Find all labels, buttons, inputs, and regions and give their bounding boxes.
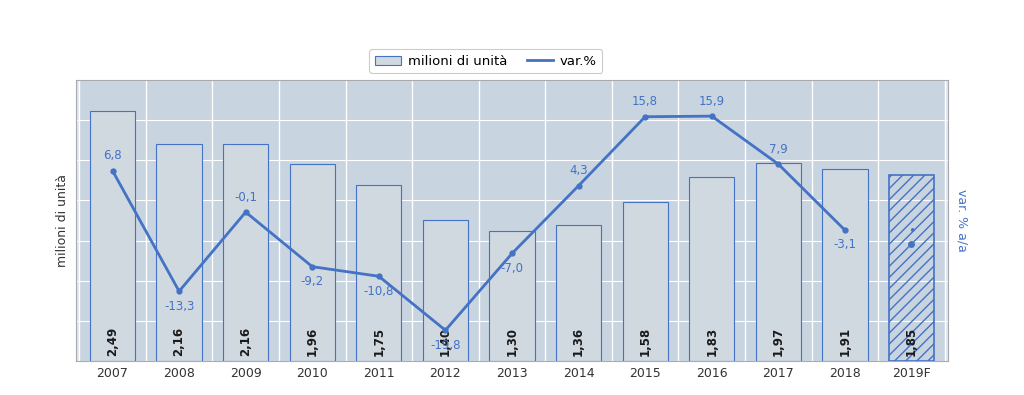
Bar — [889, 175, 934, 361]
Legend: milioni di unità, var.%: milioni di unità, var.% — [370, 49, 602, 73]
Text: 2,49: 2,49 — [106, 327, 119, 356]
Text: •: • — [908, 224, 915, 237]
Text: 1,83: 1,83 — [706, 327, 718, 356]
Bar — [822, 169, 867, 361]
Text: 7,9: 7,9 — [769, 143, 787, 156]
Text: -3,1: -3,1 — [834, 239, 856, 252]
Text: 1,40: 1,40 — [439, 327, 452, 356]
Text: -0,1: -0,1 — [234, 191, 257, 204]
Bar — [356, 185, 401, 361]
Text: 1,96: 1,96 — [306, 327, 318, 356]
Text: 15,9: 15,9 — [698, 95, 725, 108]
Text: 6,8: 6,8 — [103, 149, 122, 162]
Bar — [489, 231, 535, 361]
Text: 1,85: 1,85 — [905, 327, 918, 356]
Bar — [556, 224, 601, 361]
Text: 1,91: 1,91 — [839, 327, 851, 356]
Bar — [423, 220, 468, 361]
Bar — [290, 164, 335, 361]
Text: -7,0: -7,0 — [501, 262, 523, 275]
Text: -13,3: -13,3 — [164, 299, 195, 312]
Bar — [756, 163, 801, 361]
Text: 1,97: 1,97 — [772, 327, 784, 356]
Text: 1,75: 1,75 — [373, 327, 385, 356]
Text: 4,3: 4,3 — [569, 164, 588, 177]
Text: 1,58: 1,58 — [639, 327, 651, 356]
Bar — [90, 111, 135, 361]
Text: -10,8: -10,8 — [364, 285, 394, 297]
Bar — [689, 177, 734, 361]
Y-axis label: var. % a/a: var. % a/a — [955, 189, 968, 252]
Text: 1,30: 1,30 — [506, 327, 518, 356]
Text: -19,8: -19,8 — [430, 339, 461, 352]
Text: 2,16: 2,16 — [240, 327, 252, 356]
Bar — [157, 144, 202, 361]
Text: 2,16: 2,16 — [173, 327, 185, 356]
Text: -9,2: -9,2 — [301, 275, 324, 288]
Text: 15,8: 15,8 — [632, 96, 658, 108]
Y-axis label: milioni di unità: milioni di unità — [56, 174, 69, 267]
Text: 1,36: 1,36 — [572, 327, 585, 356]
Bar — [623, 202, 668, 361]
Bar — [223, 144, 268, 361]
